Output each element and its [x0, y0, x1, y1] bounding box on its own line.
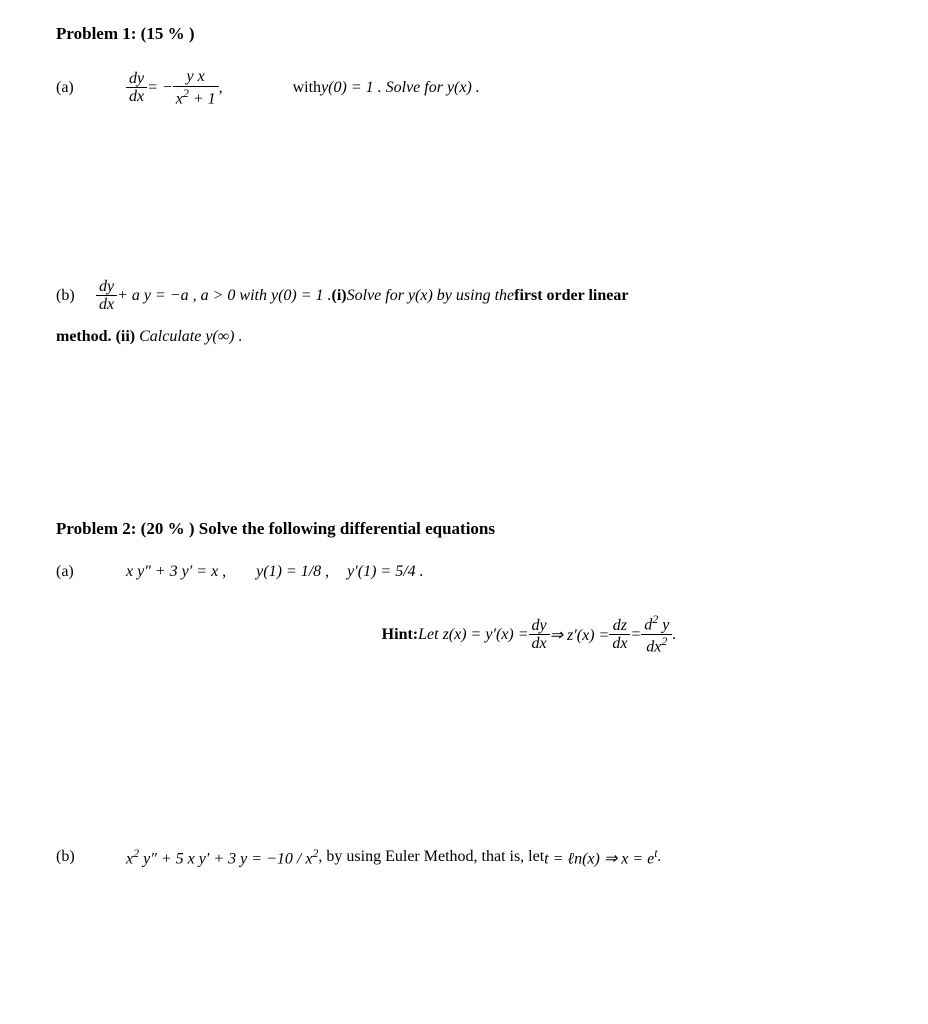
- p2a-hf1: dy dx: [529, 617, 550, 653]
- p1a-frac2: y x x2 + 1: [173, 68, 219, 108]
- p1a-frac1: dy dx: [126, 70, 147, 106]
- p2a-tail: .: [672, 626, 676, 644]
- p2a-cond1: y(1) = 1/8 ,: [256, 563, 329, 581]
- problem2-a-hint: Hint: Let z(x) = y′(x) = dy dx ⇒ z′(x) =…: [186, 613, 872, 656]
- p2a-eq2: =: [630, 626, 641, 644]
- p1b-i: (i): [332, 283, 347, 309]
- p1b-label: (b): [56, 283, 96, 309]
- p1b-line2b: Calculate y(∞) .: [139, 328, 242, 345]
- p2b-tail: .: [658, 848, 662, 866]
- p1a-label: (a): [56, 79, 96, 97]
- p1a-eq: = −: [147, 79, 173, 97]
- p1b-line2a: method.: [56, 328, 116, 345]
- problem2-a: (a) x y″ + 3 y′ = x , y(1) = 1/8 , y′(1)…: [56, 563, 872, 581]
- p2a-label: (a): [56, 563, 96, 581]
- p2a-hint-a: Let z(x) = y′(x) =: [418, 626, 528, 644]
- problem1-b: (b) dy dx + a y = −a , a > 0 with y(0) =…: [56, 278, 872, 350]
- p2b-text: , by using Euler Method, that is, let: [318, 848, 544, 866]
- p2a-hint-lbl: Hint:: [382, 626, 418, 644]
- p2b-label: (b): [56, 848, 96, 866]
- p1b-i-text: Solve for y(x) by using the: [347, 283, 515, 309]
- p2a-hf3: d2 y dx2: [641, 613, 672, 656]
- p1b-frac: dy dx: [96, 278, 117, 314]
- p2b-eq: x2 y″ + 5 x y′ + 3 y = −10 / x2: [126, 846, 318, 868]
- p1a-with: with: [293, 79, 321, 97]
- p2a-hf2: dz dx: [609, 617, 630, 653]
- p1b-bold1: first order linear: [514, 283, 628, 309]
- problem1-title: Problem 1: (15 % ): [56, 24, 872, 44]
- problem1-a: (a) dy dx = − y x x2 + 1 , with y(0) = 1…: [56, 68, 872, 108]
- p1b-ii: (ii): [116, 328, 136, 345]
- p2a-eq: x y″ + 3 y′ = x ,: [126, 563, 226, 581]
- problem2-b: (b) x2 y″ + 5 x y′ + 3 y = −10 / x2 , by…: [56, 846, 872, 868]
- p2a-arrow: ⇒ z′(x) =: [550, 625, 610, 645]
- p1b-expr: + a y = −a , a > 0 with y(0) = 1 .: [117, 283, 331, 309]
- problem2-title: Problem 2: (20 % ) Solve the following d…: [56, 519, 872, 539]
- p2b-sub: t = ℓn(x) ⇒ x = et: [544, 846, 657, 868]
- p1a-cond: y(0) = 1 . Solve for y(x) .: [321, 79, 480, 97]
- page: Problem 1: (15 % ) (a) dy dx = − y x x2 …: [0, 0, 928, 892]
- p1a-comma: ,: [219, 79, 223, 97]
- p2a-cond2: y′(1) = 5/4 .: [347, 563, 424, 581]
